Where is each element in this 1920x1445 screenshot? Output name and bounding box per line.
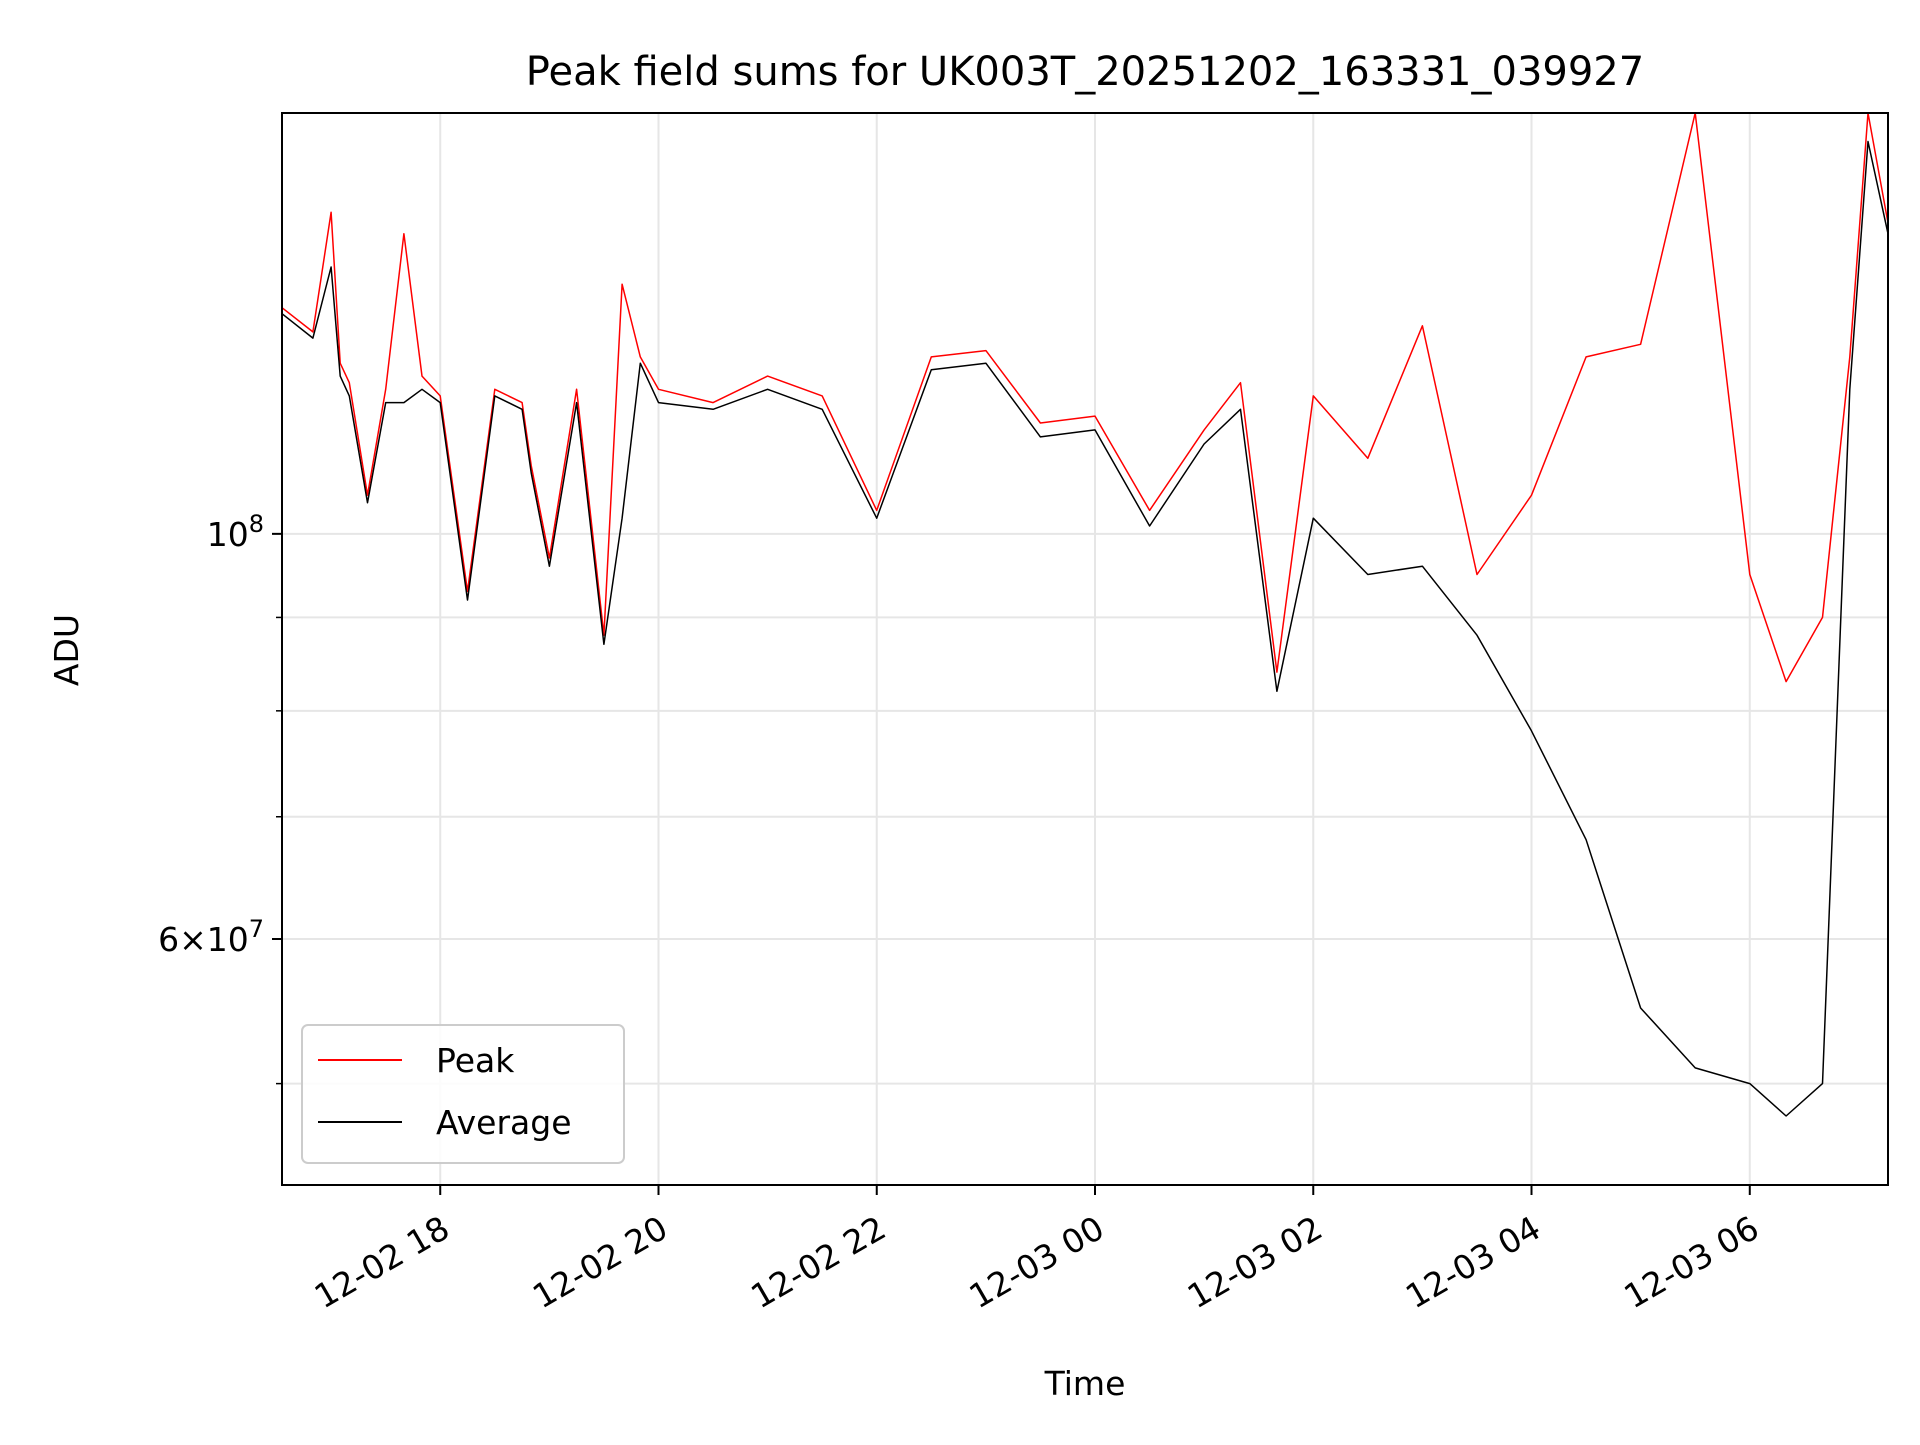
series-line-average [282, 140, 1888, 1117]
legend-label-peak: Peak [436, 1041, 515, 1080]
chart-title: Peak field sums for UK003T_20251202_1633… [526, 49, 1644, 95]
legend: Peak Average [301, 1024, 625, 1164]
grid-lines [282, 113, 1888, 1185]
plot-frame [281, 112, 1889, 1186]
y-tick-label: 6×107 [158, 915, 264, 959]
x-axis-label: Time [1044, 1364, 1126, 1403]
series-line-peak [282, 113, 1888, 683]
y-axis-label: ADU [47, 614, 86, 686]
series-layer [282, 113, 1888, 1117]
legend-label-average: Average [436, 1103, 572, 1142]
